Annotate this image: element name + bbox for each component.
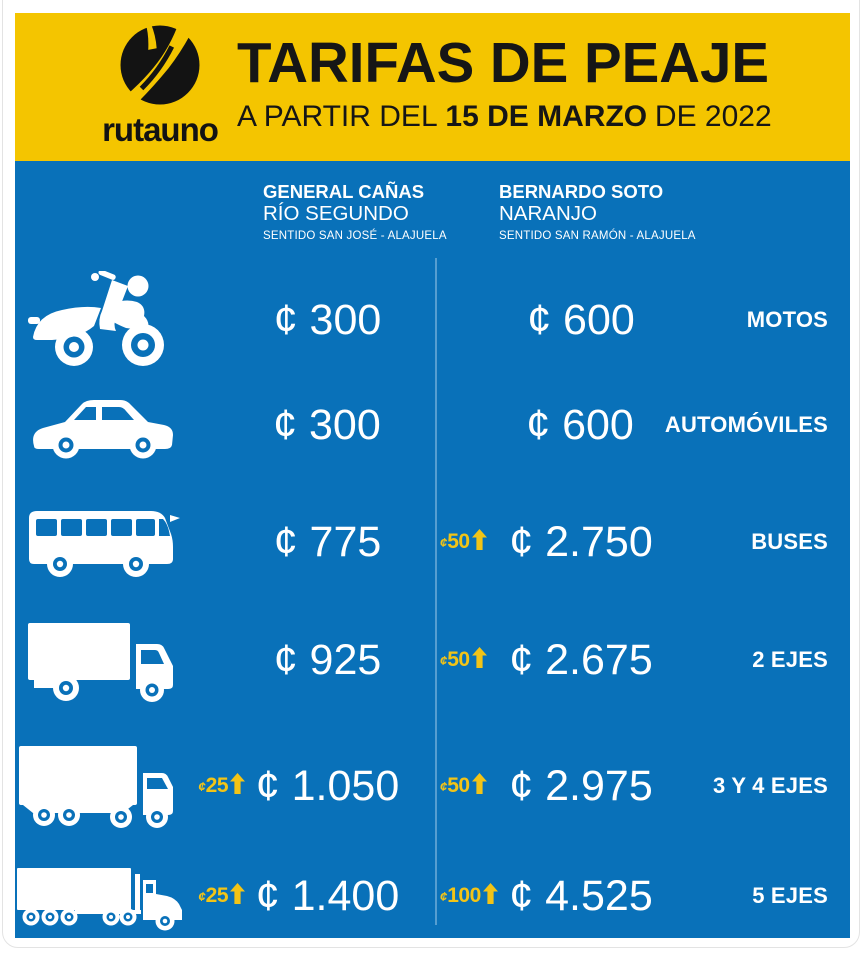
vehicle-label: 3 Y 4 EJES: [713, 773, 828, 798]
toll-plaza-direction: SENTIDO SAN RAMÓN - ALAJUELA: [499, 229, 696, 242]
rutauno-logo-icon: [118, 21, 202, 111]
price-value: ¢ 1.050: [255, 761, 400, 810]
tariff-board: GENERAL CAÑAS RÍO SEGUNDO SENTIDO SAN JO…: [15, 161, 850, 938]
price-value: ¢ 1.400: [255, 871, 400, 920]
car-icon: [15, 390, 190, 460]
subtitle-prefix: A PARTIR DEL: [237, 100, 438, 133]
subtitle-date: 15 DE MARZO: [445, 100, 648, 133]
truck-2-axle-icon: [15, 615, 190, 705]
toll-plaza-name: BERNARDO SOTO: [499, 181, 664, 202]
vehicle-label: BUSES: [751, 529, 828, 554]
price-value: ¢ 2.750: [509, 517, 653, 566]
increase-cell: ¢ 50: [435, 529, 496, 555]
table-row-2-ejes: ¢ 925 ¢ 50 ¢ 2.675 2 EJES: [15, 608, 850, 712]
subtitle-suffix: DE 2022: [654, 100, 772, 133]
price-value: ¢ 4.525: [509, 871, 653, 920]
price-value: ¢ 300: [273, 400, 381, 449]
increase-arrow-icon: [470, 773, 487, 799]
toll-plaza-name: GENERAL CAÑAS: [263, 181, 425, 202]
increase-arrow-icon: [228, 883, 245, 909]
truck-3-4-axle-icon: [15, 740, 190, 832]
price-value: ¢ 600: [526, 400, 634, 449]
logo-wordmark: rutauno: [102, 111, 219, 148]
poster-header: rutauno TARIFAS DE PEAJE A PARTIR DEL 15 …: [15, 13, 850, 161]
table-row-automoviles: ¢ 300 ¢ 600 AUTOMÓVILES: [15, 373, 850, 477]
column-divider: [435, 258, 437, 925]
price-value: ¢ 300: [273, 295, 382, 344]
scooter-icon: [15, 271, 190, 369]
table-row-5-ejes: ¢ 25 ¢ 1.400 ¢ 100 ¢ 4.525 5 EJES: [15, 844, 850, 948]
toll-plaza-route: NARANJO: [499, 201, 597, 225]
price-increase-badge: ¢ 25: [198, 773, 245, 799]
increase-arrow-icon: [470, 647, 487, 673]
page-subtitle: A PARTIR DEL 15 DE MARZO DE 2022: [237, 100, 774, 134]
vehicle-label: 2 EJES: [752, 647, 828, 672]
vehicle-label: AUTOMÓVILES: [664, 412, 828, 437]
price-increase-badge: ¢ 50: [440, 647, 487, 673]
increase-cell: ¢ 50: [435, 647, 496, 673]
price-increase-badge: ¢ 50: [440, 529, 487, 555]
price-value: ¢ 2.675: [509, 635, 653, 684]
increase-cell: ¢ 50: [435, 773, 496, 799]
vehicle-label: MOTOS: [746, 307, 828, 332]
page-title: TARIFAS DE PEAJE: [237, 31, 770, 95]
increase-arrow-icon: [481, 883, 498, 909]
increase-arrow-icon: [470, 529, 487, 555]
price-increase-badge: ¢ 50: [440, 773, 487, 799]
price-value: ¢ 2.975: [509, 761, 653, 810]
toll-plaza-route: RÍO SEGUNDO: [263, 201, 409, 225]
price-value: ¢ 925: [273, 635, 382, 684]
price-increase-badge: ¢ 100: [440, 883, 498, 909]
table-row-buses: ¢ 775 ¢ 50 ¢ 2.750 BUSES: [15, 490, 850, 594]
table-row-3-y-4-ejes: ¢ 25 ¢ 1.050 ¢ 50 ¢ 2.975 3 Y 4 EJES: [15, 734, 850, 838]
headline: TARIFAS DE PEAJE A PARTIR DEL 15 DE MARZO…: [237, 35, 774, 134]
column-header-general-canas: GENERAL CAÑAS RÍO SEGUNDO SENTIDO SAN JO…: [263, 181, 447, 242]
increase-cell: ¢ 100: [435, 883, 498, 909]
price-increase-badge: ¢ 25: [198, 883, 245, 909]
price-value: ¢ 600: [527, 295, 635, 344]
increase-cell: ¢ 25: [190, 883, 245, 909]
rutauno-logo: rutauno: [93, 21, 227, 148]
vehicle-label: 5 EJES: [752, 883, 828, 908]
toll-tariff-poster: rutauno TARIFAS DE PEAJE A PARTIR DEL 15 …: [15, 13, 850, 938]
semi-truck-5-axle-icon: [15, 860, 190, 932]
table-row-motos: ¢ 300 ¢ 600 MOTOS: [15, 268, 850, 372]
price-value: ¢ 775: [273, 517, 382, 566]
bus-icon: [15, 503, 190, 581]
increase-arrow-icon: [228, 773, 245, 799]
toll-plaza-direction: SENTIDO SAN JOSÉ - ALAJUELA: [263, 229, 447, 242]
increase-cell: ¢ 25: [190, 773, 245, 799]
column-header-bernardo-soto: BERNARDO SOTO NARANJO SENTIDO SAN RAMÓN …: [499, 181, 696, 242]
